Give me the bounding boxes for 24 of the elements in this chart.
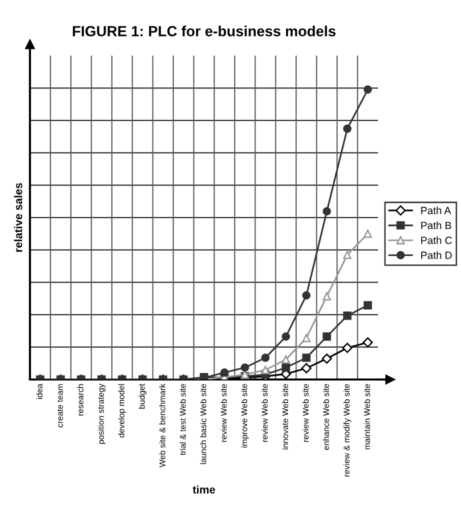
x-tick-label: position strategy [98, 384, 106, 444]
legend-label: Path D [421, 251, 452, 259]
y-axis-title: relative sales [14, 183, 22, 252]
x-tick-label: review Web site [302, 384, 309, 442]
legend-label: Path A [421, 206, 452, 214]
x-tick-label: idea [36, 384, 42, 399]
x-axis-title: time [192, 485, 216, 494]
legend-label: Path B [421, 221, 452, 230]
x-tick-label: develop model [118, 384, 126, 438]
x-tick-label: review Web site [220, 384, 227, 442]
legend-label: Path C [421, 236, 452, 244]
x-tick-label: innovate Web site [282, 384, 288, 450]
x-tick-label: research [77, 384, 84, 416]
chart-title: FIGURE 1: PLC for e-business models [72, 26, 336, 36]
x-tick-label: review & modify Web site [343, 384, 352, 477]
x-tick-label: improve Web site [241, 384, 249, 448]
x-tick-label: enhance Web site [322, 384, 330, 450]
x-tick-label: budget [138, 384, 146, 409]
x-tick-label: review Web site [262, 384, 268, 442]
x-tick-label: launch basic Web site [200, 384, 206, 464]
x-tick-label: Web site & benchmark [159, 384, 166, 468]
x-tick-label: create team [57, 384, 63, 428]
x-tick-label: maintain Web site [364, 384, 370, 450]
x-tick-label: trial & test Web site [180, 384, 186, 456]
